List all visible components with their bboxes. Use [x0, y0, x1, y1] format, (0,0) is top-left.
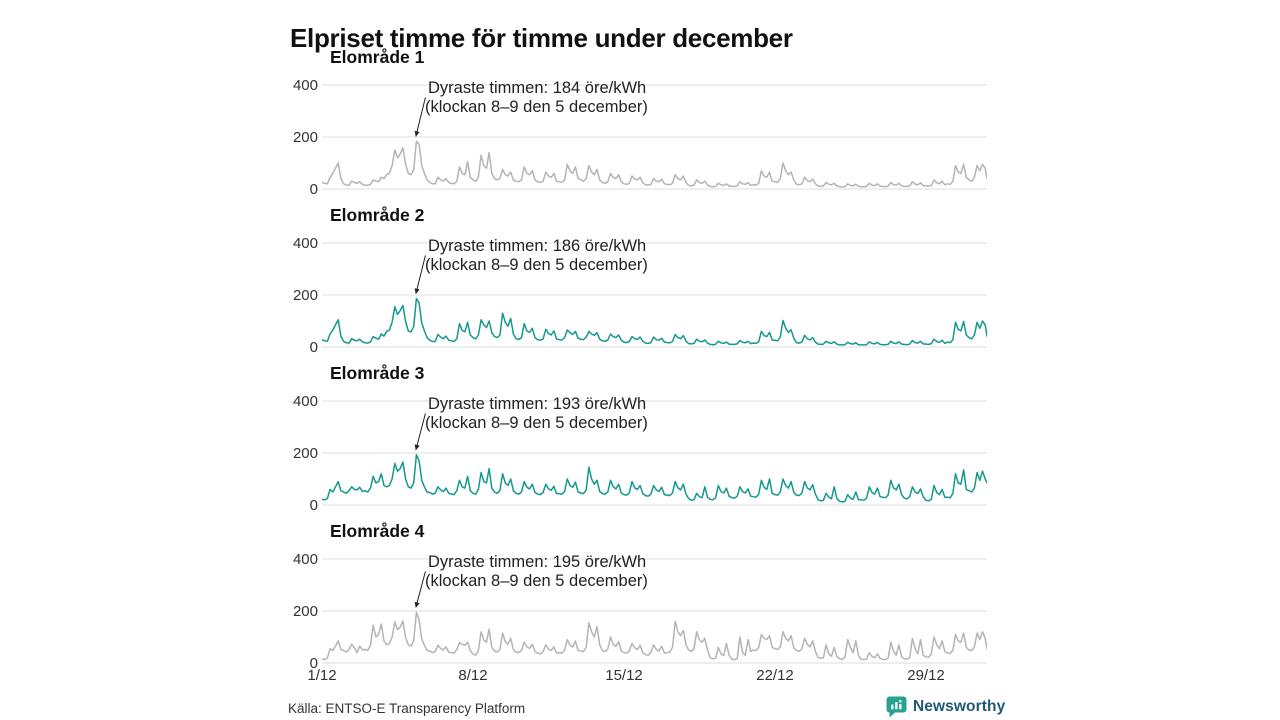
y-axis-label: 200: [292, 603, 318, 620]
y-axis-label: 400: [292, 77, 318, 94]
annotation-line-2: (klockan 8–9 den 5 december): [425, 255, 648, 274]
subplot-elomrade-1: Elområde 1 400 200 0 Dyraste timmen: 184…: [286, 44, 1000, 202]
x-axis-label: 29/12: [907, 667, 945, 684]
x-axis-label: 8/12: [458, 667, 488, 684]
source-text: Källa: ENTSO-E Transparency Platform: [288, 701, 526, 716]
y-axis-label: 200: [292, 129, 318, 146]
y-axis-label: 0: [309, 339, 318, 356]
subplot-title: Elområde 3: [330, 363, 425, 383]
y-axis-label: 400: [292, 393, 318, 410]
annotation-line-1: Dyraste timmen: 195 öre/kWh: [428, 553, 647, 571]
peak-annotation: Dyraste timmen: 184 öre/kWh (klockan 8–9…: [425, 79, 648, 116]
x-axis-label: 1/12: [307, 667, 337, 684]
x-axis-label: 15/12: [605, 667, 643, 684]
line-chart: [322, 242, 987, 348]
subplot-elomrade-2: Elområde 2 400 200 0 Dyraste timmen: 186…: [286, 202, 1000, 360]
chart-speech-bubble-icon: [886, 696, 907, 718]
peak-annotation: Dyraste timmen: 193 öre/kWh (klockan 8–9…: [425, 395, 648, 432]
line-chart: [322, 400, 987, 506]
y-axis-label: 200: [292, 445, 318, 462]
page-title: Elpriset timme för timme under december: [290, 23, 793, 54]
newsworthy-logo: Newsworthy: [886, 695, 1005, 719]
x-axis: 1/12 8/12 15/12 22/12 29/12: [307, 667, 987, 687]
peak-annotation: Dyraste timmen: 195 öre/kWh (klockan 8–9…: [425, 553, 648, 590]
annotation-line-2: (klockan 8–9 den 5 december): [425, 413, 648, 432]
line-chart: [322, 558, 987, 664]
y-axis-label: 400: [292, 235, 318, 252]
y-axis-label: 0: [309, 655, 318, 672]
y-axis-label: 0: [309, 497, 318, 514]
subplot-title: Elområde 4: [330, 521, 425, 541]
brand-name: Newsworthy: [913, 698, 1006, 715]
annotation-line-1: Dyraste timmen: 184 öre/kWh: [428, 79, 647, 97]
subplot-title: Elområde 2: [330, 205, 425, 225]
annotation-line-1: Dyraste timmen: 193 öre/kWh: [428, 395, 647, 413]
annotation-line-2: (klockan 8–9 den 5 december): [425, 97, 648, 116]
y-axis-label: 400: [292, 551, 318, 568]
subplot-title: Elområde 1: [330, 47, 425, 67]
subplot-elomrade-3: Elområde 3 400 200 0 Dyraste timmen: 193…: [286, 360, 1000, 518]
annotation-line-2: (klockan 8–9 den 5 december): [425, 571, 648, 590]
x-axis-label: 22/12: [756, 667, 794, 684]
annotation-line-1: Dyraste timmen: 186 öre/kWh: [428, 237, 647, 255]
line-chart: [322, 84, 987, 190]
subplot-elomrade-4: Elområde 4 400 200 0 Dyraste timmen: 195…: [286, 518, 1000, 676]
peak-annotation: Dyraste timmen: 186 öre/kWh (klockan 8–9…: [425, 237, 648, 274]
y-axis-label: 200: [292, 287, 318, 304]
y-axis-label: 0: [309, 181, 318, 198]
